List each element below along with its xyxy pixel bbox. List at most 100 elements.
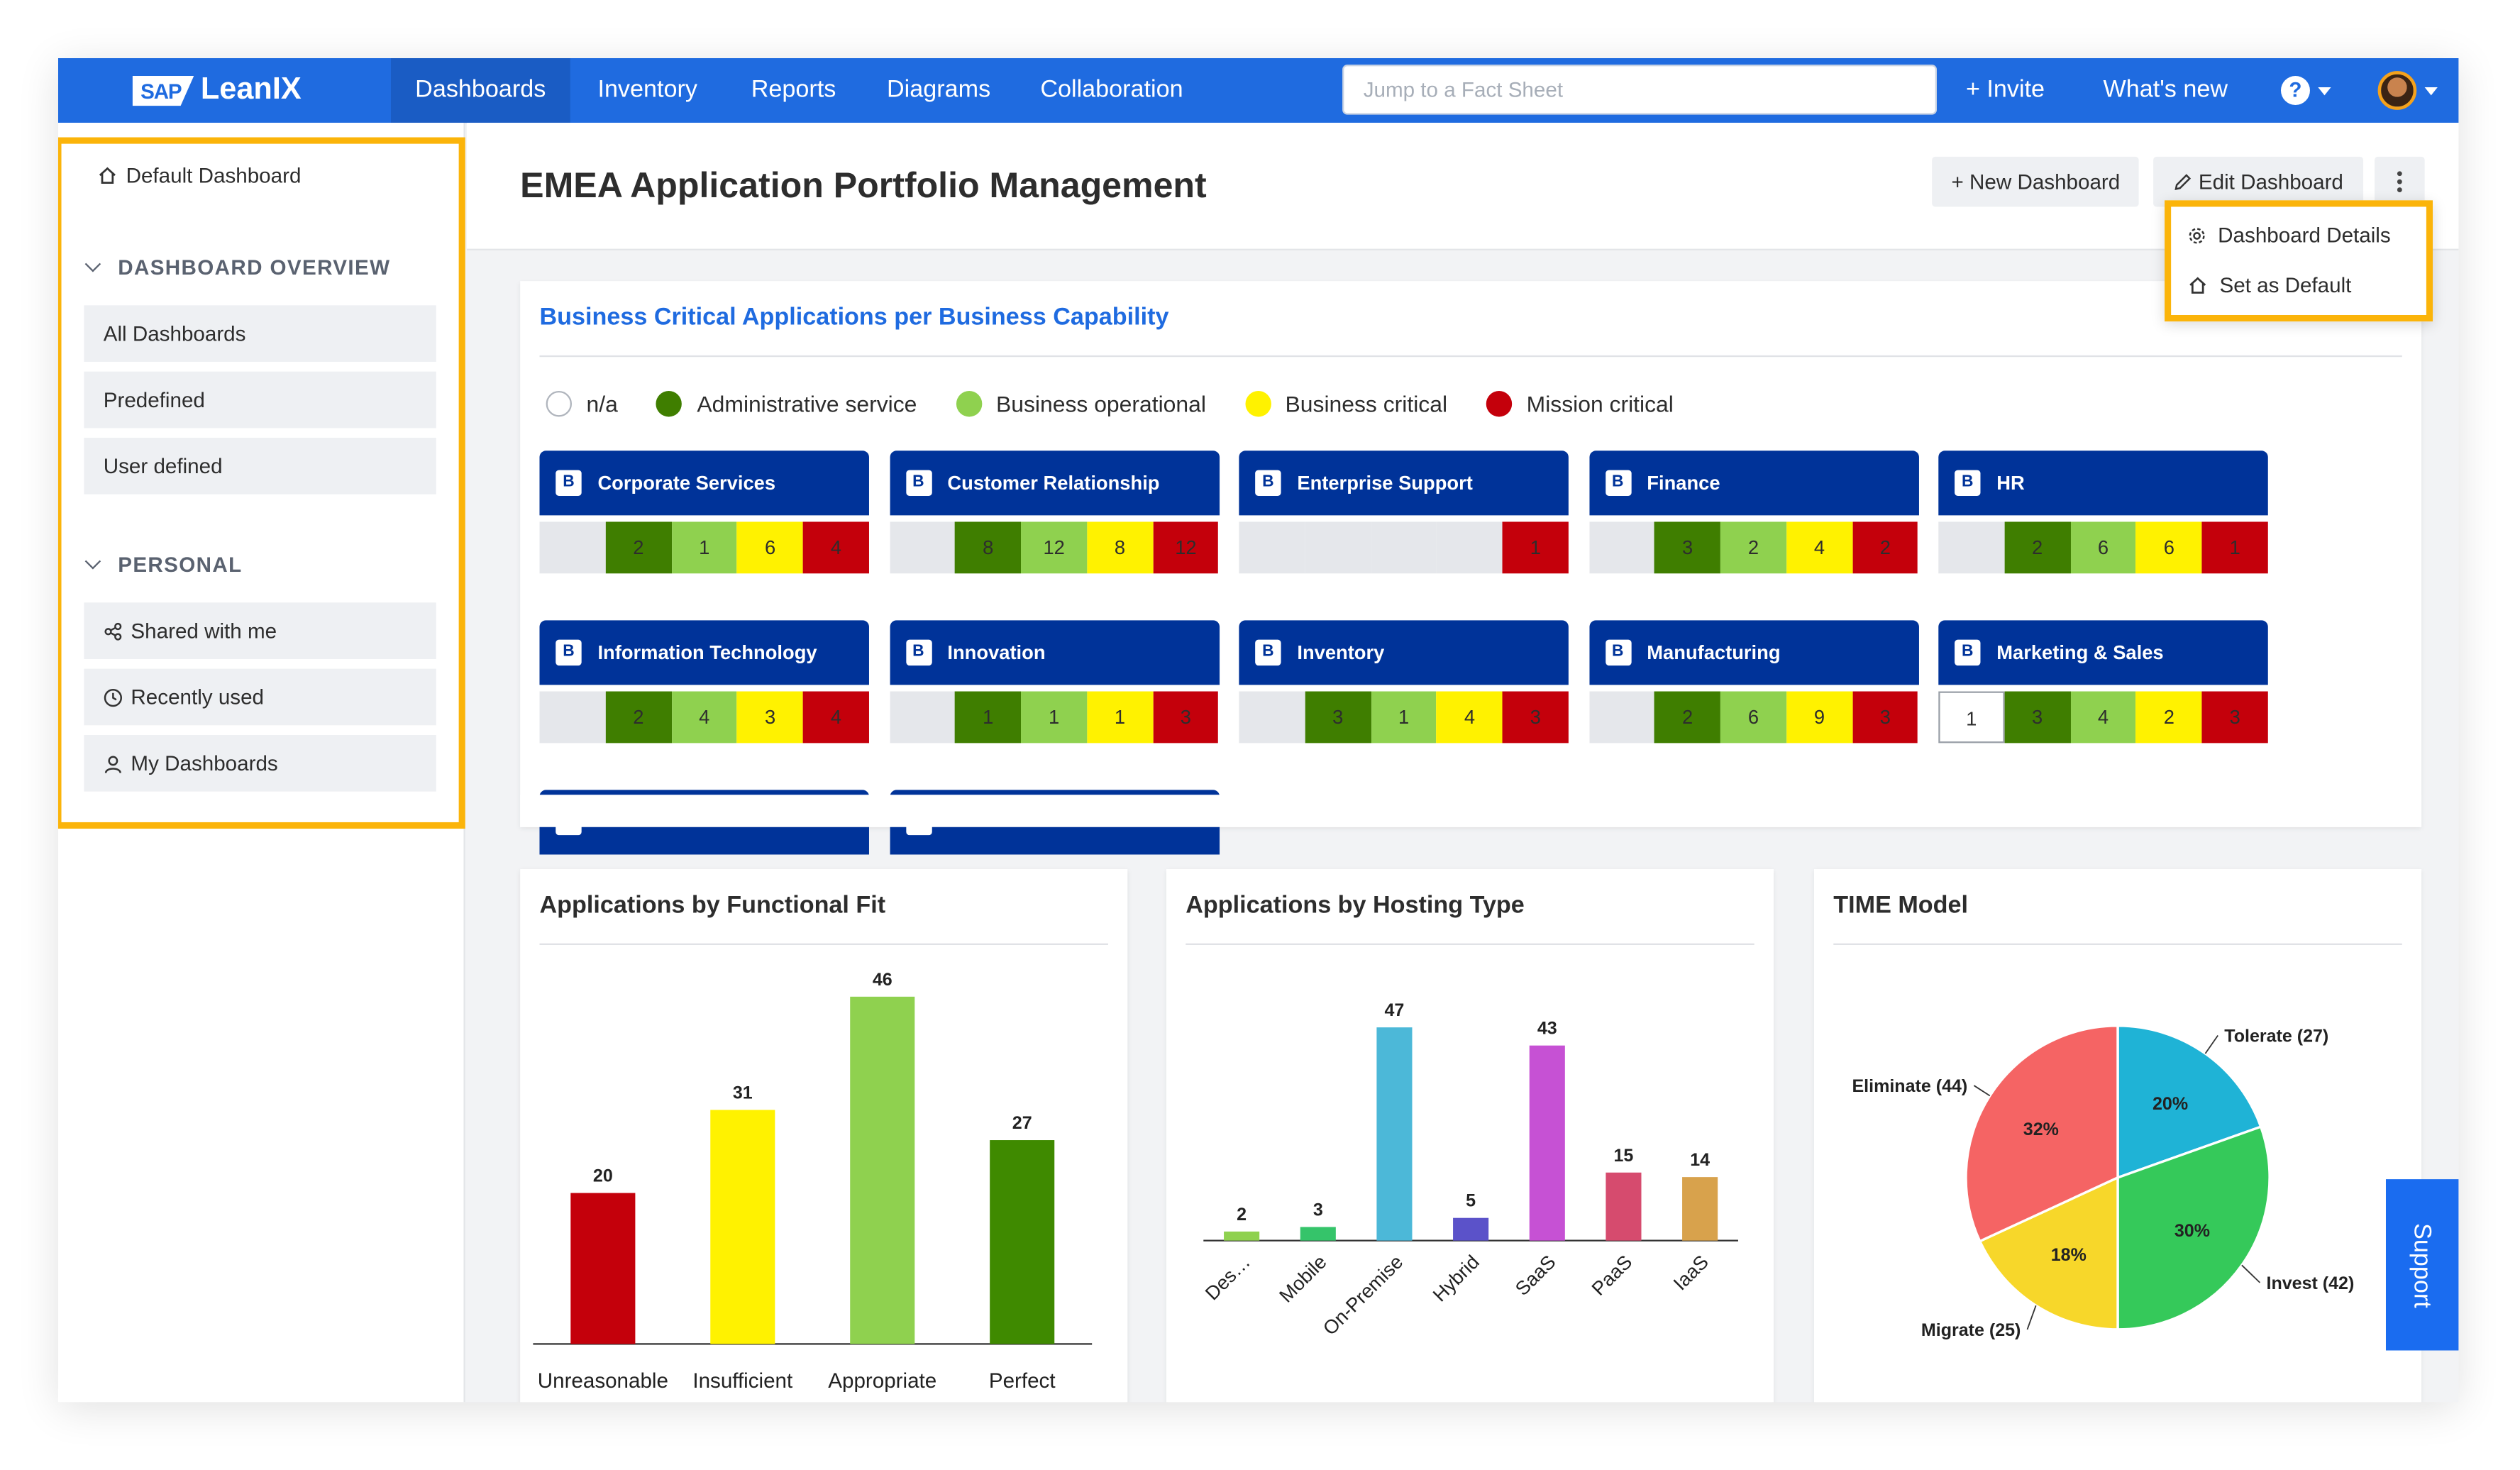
criticality-cell-mission[interactable]: 4: [803, 521, 869, 574]
criticality-cell-critical[interactable]: 4: [1786, 521, 1852, 574]
capability-header[interactable]: B Corporate Services: [539, 451, 869, 516]
bar[interactable]: [570, 1193, 636, 1344]
criticality-cell-administrative[interactable]: 3: [1654, 521, 1721, 574]
capability-header[interactable]: B Information Technology: [539, 620, 869, 685]
new-dashboard-button[interactable]: + New Dashboard: [1932, 156, 2140, 207]
criticality-cell-mission[interactable]: 1: [1502, 521, 1569, 574]
user-avatar[interactable]: [2377, 71, 2417, 110]
capability-card[interactable]: B Enterprise Support 1: [1239, 451, 1569, 574]
nav-diagrams[interactable]: Diagrams: [887, 76, 991, 104]
criticality-cell-critical[interactable]: 6: [2135, 521, 2202, 574]
menu-item-set-as-default[interactable]: Set as Default: [2187, 273, 2351, 297]
sidebar-item-my-dashboards[interactable]: My Dashboards: [84, 734, 436, 792]
whats-new-link[interactable]: What's new: [2103, 76, 2228, 104]
nav-inventory[interactable]: Inventory: [597, 76, 697, 104]
criticality-cell-administrative[interactable]: 2: [2004, 521, 2071, 574]
capability-header[interactable]: B Finance: [1588, 451, 1918, 516]
criticality-cell-critical[interactable]: 8: [1087, 521, 1153, 574]
personal-toggle[interactable]: PERSONAL: [84, 553, 242, 577]
criticality-cell-mission[interactable]: 3: [1502, 691, 1569, 744]
invite-button[interactable]: + Invite: [1965, 76, 2045, 104]
bar[interactable]: [1682, 1177, 1718, 1241]
bar[interactable]: [1606, 1172, 1642, 1241]
criticality-cell-operational[interactable]: 1: [1371, 691, 1437, 744]
capability-card[interactable]: B Inventory 3 1 4 3: [1239, 620, 1569, 744]
help-chevron-down-icon[interactable]: [2318, 87, 2331, 96]
capability-header[interactable]: B Inventory: [1239, 620, 1569, 685]
sidebar-item-shared-with-me[interactable]: Shared with me: [84, 602, 436, 659]
capability-header[interactable]: B Enterprise Support: [1239, 451, 1569, 516]
sidebar-item-all-dashboards[interactable]: All Dashboards: [84, 305, 436, 363]
criticality-cell-critical[interactable]: 4: [1437, 691, 1503, 744]
criticality-cell-administrative[interactable]: 3: [2004, 691, 2071, 744]
criticality-cell-operational[interactable]: 1: [671, 521, 738, 574]
bar[interactable]: [1453, 1217, 1489, 1241]
criticality-cell-operational[interactable]: 12: [1021, 521, 1088, 574]
more-options-icon[interactable]: [2375, 156, 2425, 207]
criticality-cell-mission[interactable]: 4: [803, 691, 869, 744]
edit-dashboard-button[interactable]: Edit Dashboard: [2153, 156, 2363, 207]
criticality-cell-critical[interactable]: 3: [737, 691, 804, 744]
capability-card[interactable]: B Marketing & Sales 1 3 4 2 3: [1938, 620, 2268, 744]
sidebar-item-recently-used[interactable]: Recently used: [84, 668, 436, 726]
support-tab[interactable]: Support: [2385, 1179, 2459, 1351]
capability-header[interactable]: B Marketing & Sales: [1938, 620, 2268, 685]
leanix-logo[interactable]: SAP LeanIX: [132, 71, 302, 110]
bar[interactable]: [1300, 1227, 1336, 1241]
capability-card[interactable]: B Innovation 1 1 1 3: [889, 620, 1219, 744]
criticality-cell-critical[interactable]: 1: [1087, 691, 1153, 744]
criticality-cell-operational[interactable]: 2: [1720, 521, 1787, 574]
sidebar-item-predefined[interactable]: Predefined: [84, 371, 436, 429]
capability-header[interactable]: B HR: [1938, 451, 2268, 516]
default-dashboard-link[interactable]: Default Dashboard: [97, 163, 301, 187]
capability-header[interactable]: B Customer Relationship: [889, 451, 1219, 516]
legend-item-na[interactable]: n/a: [546, 391, 618, 417]
capability-header[interactable]: B Manufacturing: [1588, 620, 1918, 685]
legend-item-operational[interactable]: Business operational: [956, 391, 1206, 417]
capability-card[interactable]: B Corporate Services 2 1 6 4: [539, 451, 869, 574]
bar[interactable]: [1529, 1045, 1565, 1241]
bar[interactable]: [850, 996, 915, 1344]
bar[interactable]: [1376, 1027, 1413, 1241]
criticality-cell-mission[interactable]: 3: [2201, 691, 2268, 744]
nav-collaboration[interactable]: Collaboration: [1040, 76, 1183, 104]
criticality-cell-mission[interactable]: 3: [1152, 691, 1219, 744]
criticality-cell-operational[interactable]: 6: [1720, 691, 1787, 744]
nav-dashboards[interactable]: Dashboards: [391, 57, 570, 123]
criticality-cell-operational[interactable]: 1: [1021, 691, 1088, 744]
avatar-chevron-down-icon[interactable]: [2424, 87, 2438, 96]
help-icon[interactable]: ?: [2280, 76, 2310, 105]
capability-card[interactable]: B HR 2 6 6 1: [1938, 451, 2268, 574]
sidebar-item-user-defined[interactable]: User defined: [84, 438, 436, 494]
criticality-cell-administrative[interactable]: 1: [955, 691, 1022, 744]
capability-card[interactable]: B Customer Relationship 8 12 8 12: [889, 451, 1219, 574]
capability-card[interactable]: B Manufacturing 2 6 9 3: [1588, 620, 1918, 744]
capability-card[interactable]: B Information Technology 2 4 3 4: [539, 620, 869, 744]
nav-reports[interactable]: Reports: [751, 76, 836, 104]
bar[interactable]: [990, 1140, 1055, 1344]
criticality-cell-operational[interactable]: 6: [2070, 521, 2136, 574]
criticality-cell-critical[interactable]: 6: [737, 521, 804, 574]
criticality-cell-administrative[interactable]: 8: [955, 521, 1022, 574]
criticality-cell-operational[interactable]: 4: [671, 691, 738, 744]
dashboard-overview-toggle[interactable]: DASHBOARD OVERVIEW: [84, 255, 390, 280]
menu-item-dashboard-details[interactable]: Dashboard Details: [2187, 223, 2391, 247]
criticality-cell-critical[interactable]: 2: [2135, 691, 2202, 744]
legend-item-mission[interactable]: Mission critical: [1486, 391, 1674, 417]
bar[interactable]: [1224, 1231, 1260, 1241]
criticality-cell-na[interactable]: 1: [1938, 691, 2005, 744]
capability-card[interactable]: B Finance 3 2 4 2: [1588, 451, 1918, 574]
capability-panel-title[interactable]: Business Critical Applications per Busin…: [539, 304, 1169, 331]
criticality-cell-administrative[interactable]: 2: [605, 691, 672, 744]
bar[interactable]: [710, 1110, 775, 1344]
capability-header[interactable]: B Innovation: [889, 620, 1219, 685]
criticality-cell-operational[interactable]: 4: [2070, 691, 2136, 744]
criticality-cell-mission[interactable]: 1: [2201, 521, 2268, 574]
legend-item-administrative[interactable]: Administrative service: [656, 391, 917, 417]
criticality-cell-administrative[interactable]: 2: [1654, 691, 1721, 744]
criticality-cell-administrative[interactable]: 2: [605, 521, 672, 574]
fact-sheet-search-input[interactable]: [1342, 65, 1938, 115]
criticality-cell-mission[interactable]: 12: [1152, 521, 1219, 574]
legend-item-critical[interactable]: Business critical: [1244, 391, 1447, 417]
criticality-cell-mission[interactable]: 2: [1852, 521, 1918, 574]
